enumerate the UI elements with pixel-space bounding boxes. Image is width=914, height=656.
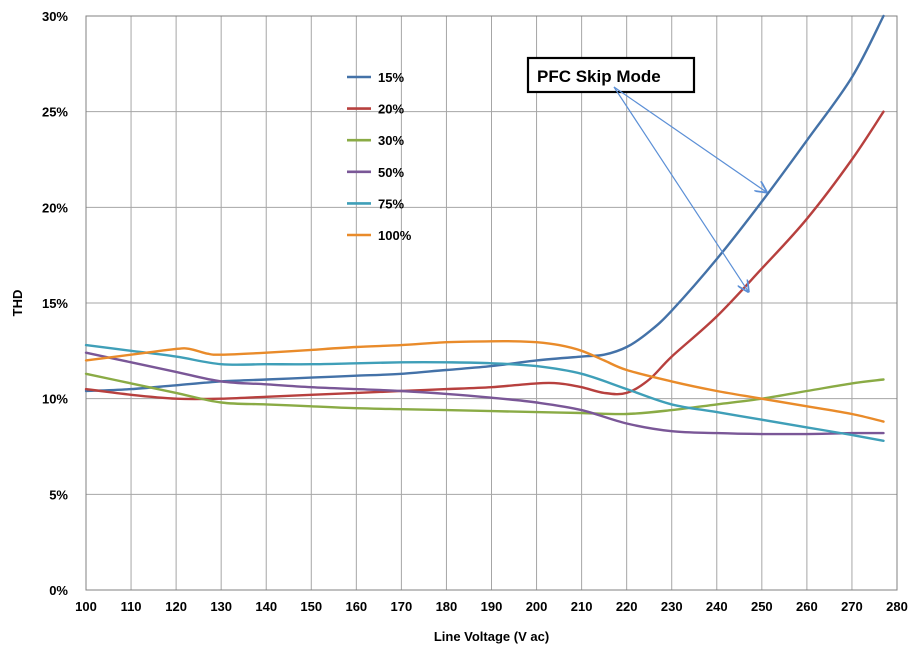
x-axis: 100 110 120 130 140 150 160 170 180 190 200 210 220 2…	[75, 599, 908, 614]
x-tick-label: 190	[481, 599, 503, 614]
y-axis-title: THD	[10, 290, 25, 317]
series-line-75pct	[84, 343, 885, 442]
x-tick-label: 250	[751, 599, 773, 614]
x-tick-label: 200	[526, 599, 548, 614]
x-tick-label: 120	[165, 599, 187, 614]
x-tick-label: 230	[661, 599, 683, 614]
y-tick-label: 20%	[42, 200, 68, 215]
legend-label: 75%	[378, 196, 404, 211]
x-tick-label: 100	[75, 599, 97, 614]
x-tick-label: 180	[436, 599, 458, 614]
plot-frame	[85, 15, 898, 591]
legend-label: 15%	[378, 70, 404, 85]
annotation: PFC Skip Mode	[526, 56, 766, 292]
y-tick-label: 25%	[42, 105, 68, 120]
series-line-20pct	[84, 110, 885, 401]
y-axis: 0% 5% 10% 15% 20% 25% 30%	[42, 9, 68, 598]
series-line-30pct	[84, 372, 885, 416]
annotation-box	[526, 56, 696, 94]
x-tick-label: 170	[391, 599, 413, 614]
x-tick-label: 220	[616, 599, 638, 614]
x-tick-label: 140	[255, 599, 277, 614]
y-tick-label: 0%	[49, 583, 68, 598]
x-tick-label: 210	[571, 599, 593, 614]
x-tick-label: 240	[706, 599, 728, 614]
grid	[85, 15, 898, 591]
annotation-arrow	[613, 86, 766, 192]
x-tick-label: 130	[210, 599, 232, 614]
legend-label: 30%	[378, 133, 404, 148]
x-tick-label: 280	[886, 599, 908, 614]
x-axis-title: Line Voltage (V ac)	[434, 629, 549, 644]
series-lines	[84, 14, 885, 442]
annotation-arrow	[613, 86, 748, 292]
x-tick-label: 110	[121, 599, 142, 614]
y-tick-label: 5%	[49, 487, 68, 502]
legend-label: 100%	[378, 228, 412, 243]
y-tick-label: 30%	[42, 9, 68, 24]
y-tick-label: 10%	[42, 392, 68, 407]
x-tick-label: 160	[345, 599, 367, 614]
x-tick-label: 270	[841, 599, 863, 614]
series-line-15pct	[84, 14, 885, 393]
annotation-text: PFC Skip Mode	[537, 67, 661, 86]
legend-label: 20%	[378, 102, 404, 117]
x-tick-label: 260	[796, 599, 818, 614]
legend: 15% 20% 30% 50% 75% 100%	[347, 70, 412, 243]
x-tick-label: 150	[300, 599, 322, 614]
series-line-50pct	[84, 351, 885, 436]
series-line-100pct	[84, 339, 885, 423]
y-tick-label: 15%	[42, 296, 68, 311]
legend-label: 50%	[378, 165, 404, 180]
